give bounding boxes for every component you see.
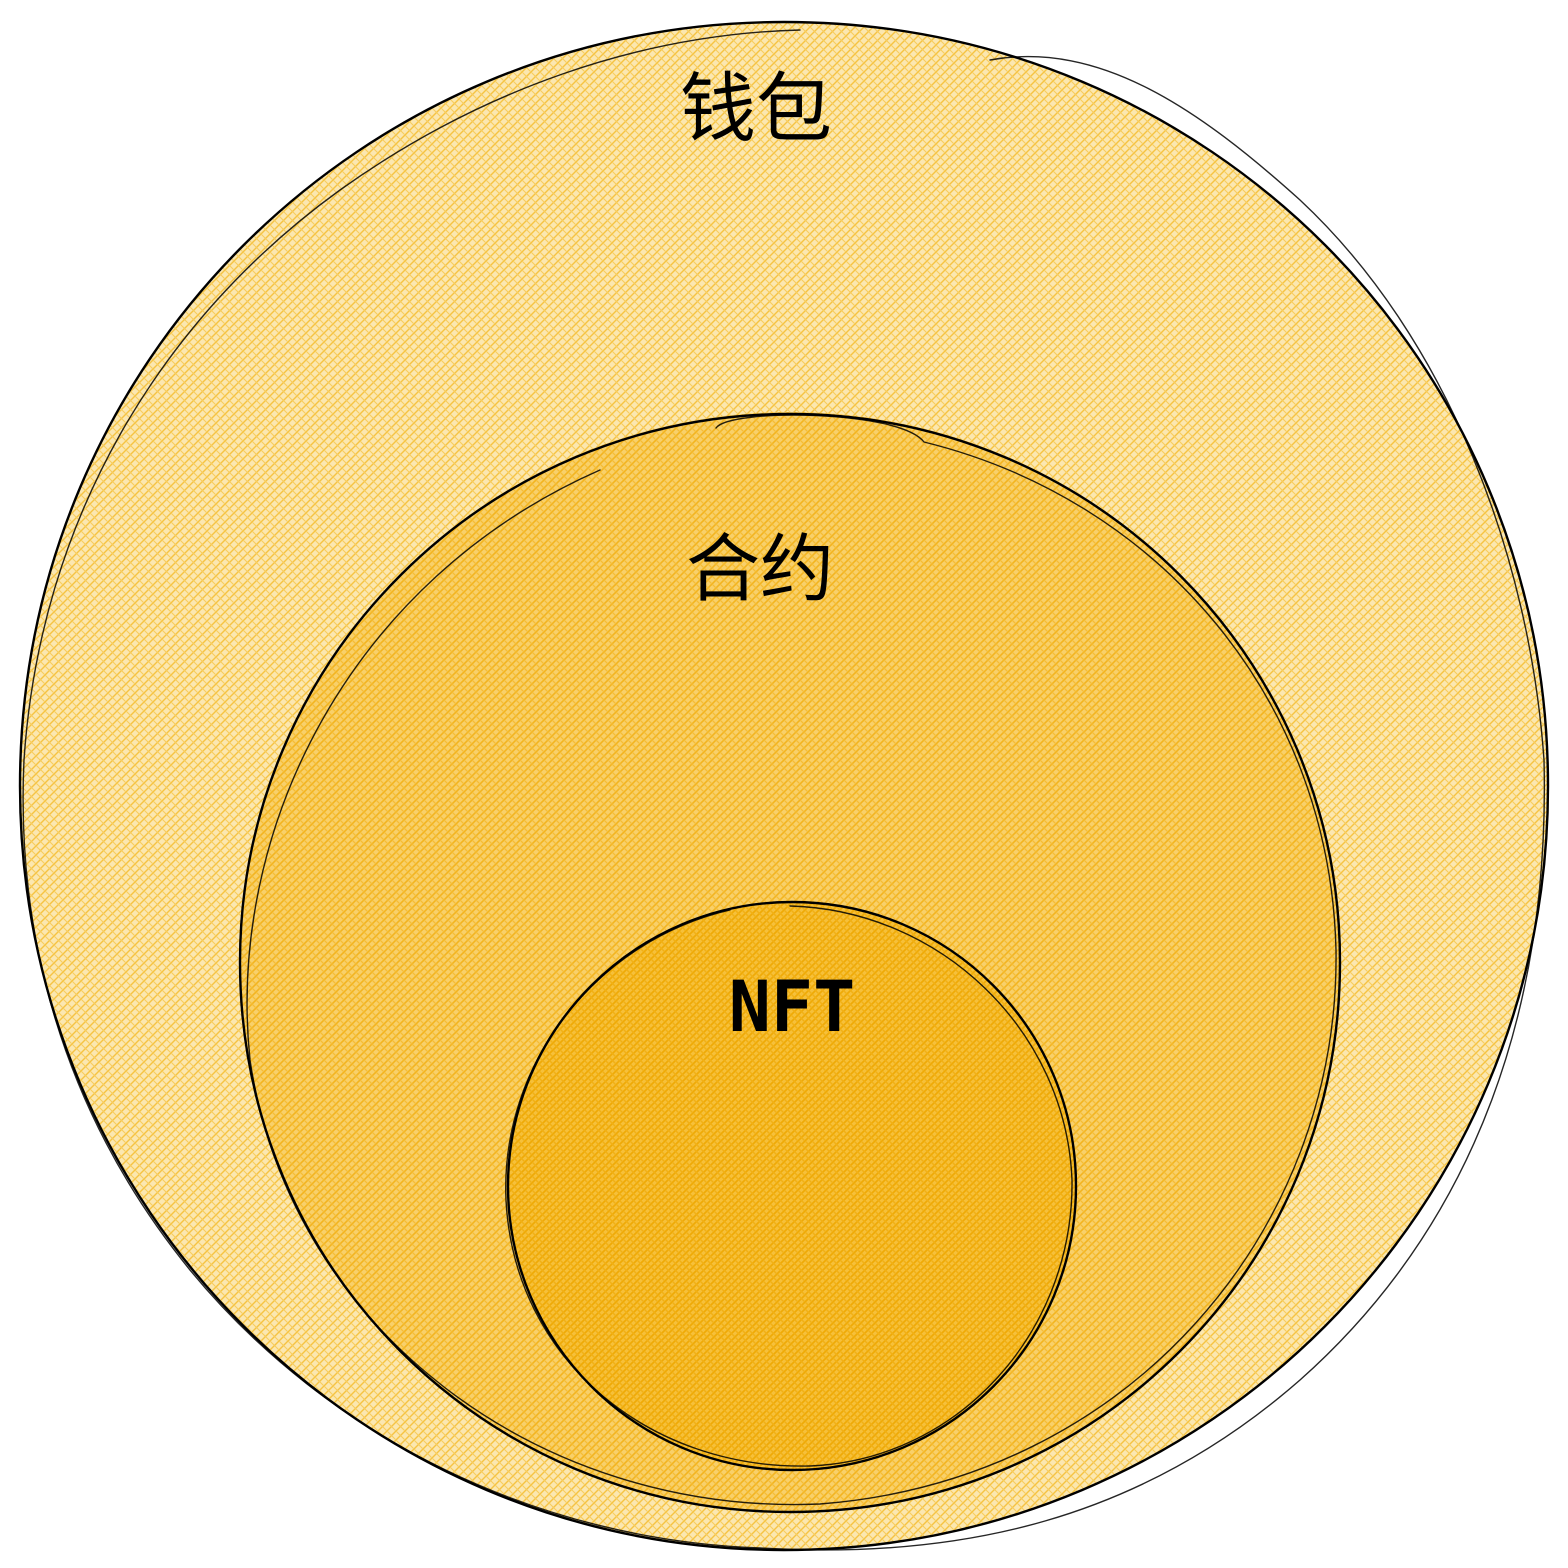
contract-label: 合约 [686,527,834,613]
nft-circle [505,900,1078,1472]
wallet-label: 钱包 [680,64,832,153]
nft-label: NFT [729,966,855,1048]
